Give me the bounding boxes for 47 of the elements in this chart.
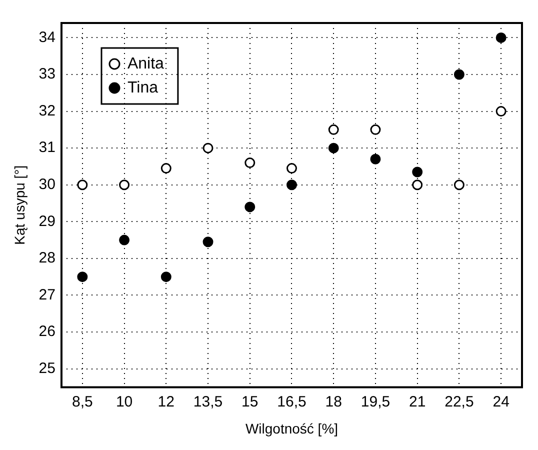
point: [244, 158, 256, 168]
y-tick-label: 31: [38, 139, 56, 156]
x-tick-label: 19,5: [360, 393, 390, 410]
point: [496, 32, 506, 43]
y-tick-label: 33: [38, 66, 56, 83]
x-tick-label: 16,5: [277, 393, 306, 410]
point: [119, 234, 130, 246]
point: [328, 142, 339, 154]
x-tick-label: 24: [492, 393, 510, 410]
point: [202, 142, 214, 154]
y-tick-label: 32: [38, 102, 56, 120]
x-tick-label: 8,5: [72, 393, 93, 410]
point: [286, 180, 297, 190]
y-tick-label: 28: [38, 250, 56, 267]
point: [244, 202, 256, 212]
point: [412, 180, 423, 190]
x-tick-label: 10: [116, 393, 133, 410]
x-tick-label: 22,5: [444, 393, 474, 410]
point: [370, 154, 381, 164]
point: [77, 180, 88, 190]
y-tick-label: 27: [38, 286, 56, 304]
point: [202, 236, 214, 248]
y-tick-label: 34: [38, 28, 56, 46]
x-tick-label: 12: [158, 393, 174, 410]
point: [412, 166, 423, 178]
legend-label: Tina: [127, 79, 158, 96]
point: [286, 163, 297, 174]
x-tick-label: 21: [408, 393, 426, 410]
x-tick-label: 13,5: [193, 393, 223, 410]
y-tick-label: 26: [38, 323, 56, 340]
point: [77, 272, 88, 282]
x-tick-label: 18: [325, 393, 342, 410]
point: [454, 69, 464, 80]
y-tick-label: 30: [38, 176, 56, 194]
point: [370, 124, 381, 135]
point: [496, 106, 506, 117]
y-tick-label: 29: [38, 212, 56, 230]
point: [119, 180, 130, 190]
point: [160, 272, 172, 282]
y-axis-title: Kąt usypu [°]: [11, 165, 28, 245]
x-axis-title: Wilgotność [%]: [245, 420, 338, 436]
x-tick-label: 15: [242, 393, 258, 410]
legend-label: Anita: [127, 55, 164, 72]
y-tick-label: 25: [38, 360, 56, 377]
point: [328, 124, 339, 135]
point: [454, 180, 464, 190]
point: [160, 163, 172, 174]
